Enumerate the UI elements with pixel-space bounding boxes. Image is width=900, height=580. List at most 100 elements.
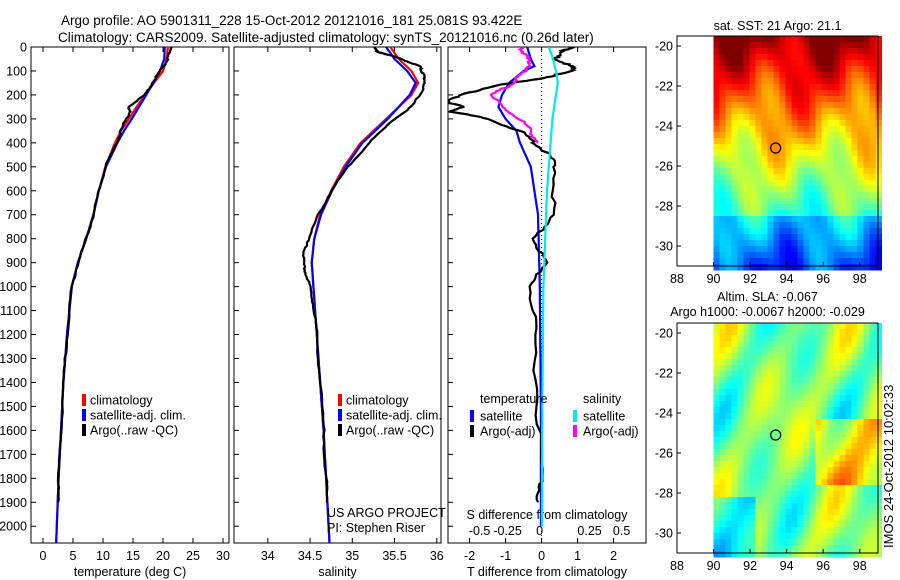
heatmap-cell — [791, 497, 798, 504]
heatmap-cell — [761, 84, 768, 91]
heatmap-cell — [713, 90, 720, 97]
heatmap-cell — [809, 108, 816, 115]
heatmap-cell — [755, 78, 762, 85]
heatmap-cell — [731, 54, 738, 61]
heatmap-cell — [761, 425, 768, 432]
heatmap-cell — [785, 54, 792, 61]
heatmap-cell — [797, 533, 804, 540]
heatmap-cell — [785, 377, 792, 384]
heatmap-cell — [833, 48, 840, 55]
heatmap-cell — [791, 162, 798, 169]
heatmap-cell — [773, 365, 780, 372]
heatmap-cell — [737, 383, 744, 390]
heatmap-cell — [713, 413, 720, 420]
heatmap-cell — [737, 126, 744, 133]
heatmap-cell — [731, 198, 738, 205]
heatmap-cell — [833, 84, 840, 91]
heatmap-cell — [863, 246, 870, 253]
legend-swatch-black — [470, 425, 474, 437]
heatmap-cell — [713, 174, 720, 181]
heatmap-cell — [827, 90, 834, 97]
heatmap-cell — [863, 72, 870, 79]
heatmap-cell — [725, 90, 732, 97]
heatmap-cell — [773, 449, 780, 456]
heatmap-cell — [851, 335, 858, 342]
heatmap-cell — [845, 407, 852, 414]
heatmap-cell — [827, 54, 834, 61]
heatmap-cell — [845, 156, 852, 163]
x-tick-label: 0 — [40, 549, 47, 563]
heatmap-cell — [815, 216, 822, 223]
heatmap-cell — [845, 545, 852, 552]
heatmap-cell — [827, 102, 834, 109]
heatmap-cell — [875, 413, 882, 420]
heatmap-cell — [731, 503, 738, 510]
heatmap-cell — [761, 102, 768, 109]
heatmap-cell — [767, 168, 774, 175]
heatmap-cell — [737, 234, 744, 241]
heatmap-cell — [731, 461, 738, 468]
heatmap-cell — [809, 389, 816, 396]
heatmap-cell — [755, 413, 762, 420]
heatmap-cell — [773, 353, 780, 360]
heatmap-cell — [857, 551, 864, 558]
heatmap-cell — [713, 491, 720, 498]
heatmap-cell — [797, 264, 804, 271]
heatmap-cell — [773, 539, 780, 546]
heatmap-cell — [749, 246, 756, 253]
heatmap-cell — [827, 204, 834, 211]
heatmap-cell — [821, 521, 828, 528]
heatmap-cell — [743, 449, 750, 456]
heatmap-cell — [785, 180, 792, 187]
heatmap-cell — [767, 222, 774, 229]
heatmap-cell — [767, 527, 774, 534]
heatmap-cell — [839, 413, 846, 420]
x-tick-label: 92 — [743, 559, 757, 573]
heatmap-cell — [815, 36, 822, 43]
heatmap-cell — [815, 401, 822, 408]
heatmap-cell — [761, 222, 768, 229]
heatmap-cell — [875, 48, 882, 55]
heatmap-cell — [875, 521, 882, 528]
heatmap-cell — [737, 198, 744, 205]
heatmap-cell — [839, 419, 846, 426]
heatmap-cell — [827, 258, 834, 265]
heatmap-cell — [785, 162, 792, 169]
heatmap-cell — [761, 60, 768, 67]
heatmap-cell — [857, 90, 864, 97]
heatmap-cell — [875, 90, 882, 97]
heatmap-cell — [743, 341, 750, 348]
heatmap-cell — [761, 96, 768, 103]
heatmap-cell — [761, 413, 768, 420]
heatmap-cell — [815, 323, 822, 330]
heatmap-cell — [803, 419, 810, 426]
heatmap-cell — [725, 204, 732, 211]
heatmap-cell — [719, 443, 726, 450]
heatmap-cell — [875, 240, 882, 247]
legend-swatch-magenta — [573, 425, 577, 437]
heatmap-cell — [737, 431, 744, 438]
heatmap-cell — [761, 240, 768, 247]
heatmap-cell — [845, 138, 852, 145]
heatmap-cell — [875, 389, 882, 396]
heatmap-cell — [815, 120, 822, 127]
legend-swatch-cyan — [573, 410, 577, 422]
heatmap-cell — [845, 401, 852, 408]
heatmap-cell — [743, 521, 750, 528]
heatmap-cell — [773, 102, 780, 109]
heatmap-cell — [803, 168, 810, 175]
heatmap-cell — [851, 401, 858, 408]
heatmap-cell — [755, 36, 762, 43]
heatmap-cell — [809, 341, 816, 348]
heatmap-cell — [857, 383, 864, 390]
heatmap-cell — [821, 234, 828, 241]
heatmap-cell — [713, 252, 720, 259]
heatmap-cell — [821, 503, 828, 510]
heatmap-cell — [761, 521, 768, 528]
heatmap-cell — [785, 234, 792, 241]
heatmap-cell — [809, 437, 816, 444]
heatmap-cell — [845, 72, 852, 79]
plot-title-line2: Climatology: CARS2009. Satellite-adjuste… — [58, 30, 594, 45]
heatmap-cell — [743, 413, 750, 420]
heatmap-cell — [863, 138, 870, 145]
